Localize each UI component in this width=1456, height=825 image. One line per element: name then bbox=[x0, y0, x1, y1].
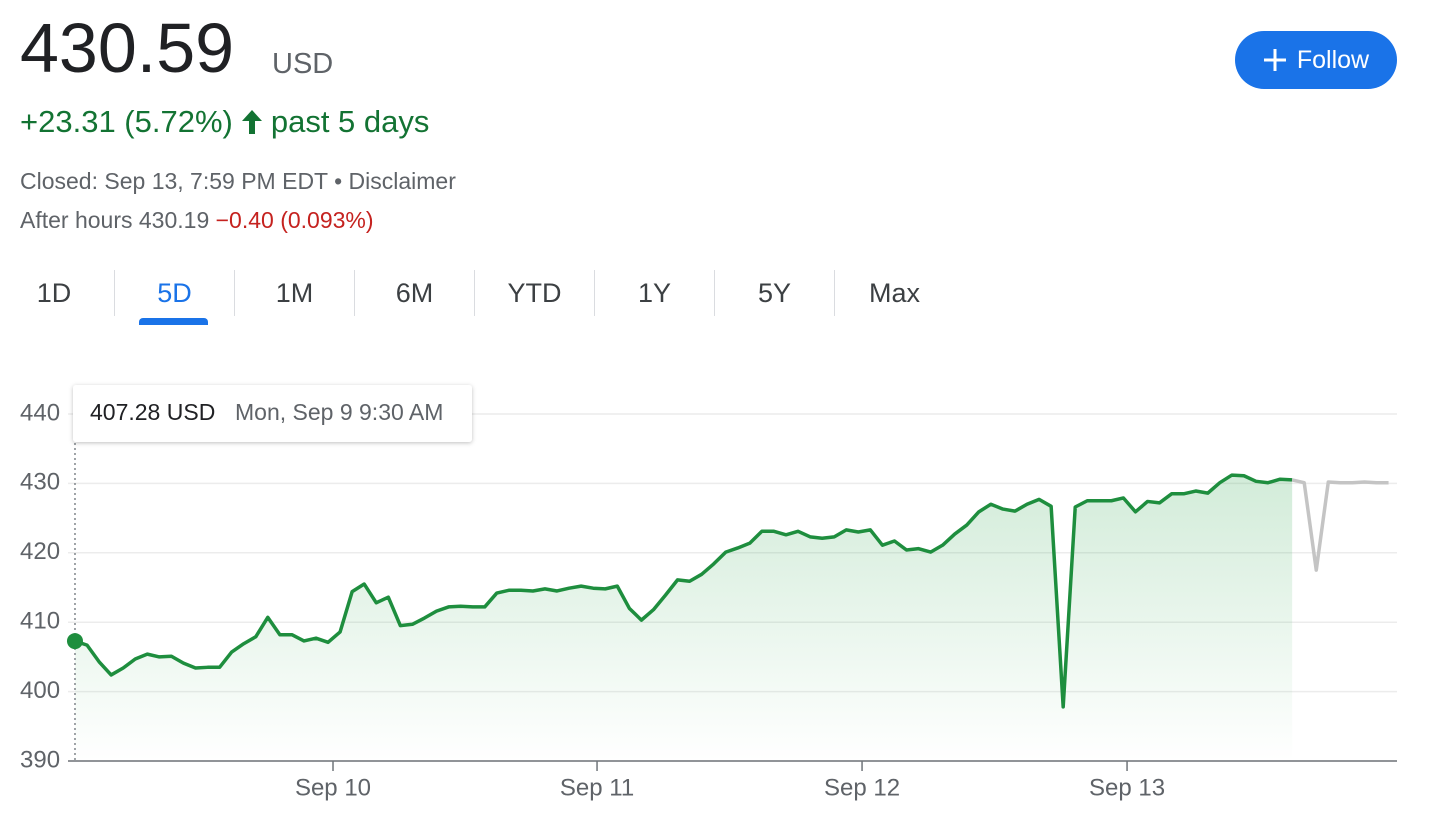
up-arrow bbox=[241, 110, 262, 134]
y-tick-label: 410 bbox=[20, 608, 60, 635]
range-tab[interactable]: 1M bbox=[234, 270, 354, 316]
y-tick-label: 440 bbox=[20, 399, 60, 426]
period: past 5 days bbox=[270, 104, 430, 139]
y-tick-label: 420 bbox=[20, 538, 60, 565]
tooltip-price: 407.28 USD bbox=[90, 399, 215, 425]
status-row: Closed: Sep 13, 7:59 PM EDT • Disclaimer bbox=[20, 168, 456, 195]
y-tick-label: 430 bbox=[20, 469, 60, 496]
range-tab[interactable]: YTD bbox=[474, 270, 594, 316]
follow-label: Follow bbox=[1296, 45, 1370, 74]
x-tick-label: Sep 13 bbox=[1089, 774, 1165, 801]
after-hours-change: −0.40 (0.093%) bbox=[215, 207, 374, 233]
y-tick-label: 400 bbox=[20, 677, 60, 704]
follow-button[interactable]: Follow bbox=[1235, 31, 1397, 89]
range-tab[interactable]: Max bbox=[834, 270, 954, 316]
tooltip-time: Mon, Sep 9 9:30 AM bbox=[235, 399, 443, 425]
change-row: +23.31 (5.72%) past 5 days bbox=[20, 104, 429, 140]
x-tick-label: Sep 10 bbox=[295, 774, 371, 801]
hover-point bbox=[66, 633, 83, 650]
currency: USD bbox=[272, 48, 334, 80]
range-tab[interactable]: 5D bbox=[114, 270, 234, 325]
price-line bbox=[74, 473, 1293, 709]
range-tabs: 1D 5D 1M 6M YTD 1Y 5Y Max bbox=[0, 270, 954, 325]
y-tick-label: 390 bbox=[20, 746, 60, 773]
range-tab[interactable]: 1Y bbox=[594, 270, 714, 316]
price: 430.59 bbox=[20, 9, 235, 87]
range-tab[interactable]: 1D bbox=[36, 277, 72, 308]
area bbox=[74, 475, 1293, 761]
range-tab[interactable]: 6M bbox=[354, 270, 474, 316]
after-hours-row: After hours 430.19 −0.40 (0.093%) bbox=[20, 207, 374, 234]
range-tab[interactable]: 5Y bbox=[714, 270, 834, 316]
after-hours: After hours 430.19 bbox=[20, 207, 210, 233]
tooltip-box bbox=[73, 385, 472, 442]
status: Closed: Sep 13, 7:59 PM EDT • bbox=[20, 168, 343, 194]
disclaimer[interactable]: Disclaimer bbox=[348, 168, 456, 194]
x-tick-label: Sep 12 bbox=[824, 774, 900, 801]
x-tick-label: Sep 11 bbox=[560, 774, 634, 801]
plus-icon bbox=[1263, 49, 1286, 71]
price-line bbox=[1291, 478, 1389, 572]
change: +23.31 (5.72%) bbox=[20, 104, 233, 139]
